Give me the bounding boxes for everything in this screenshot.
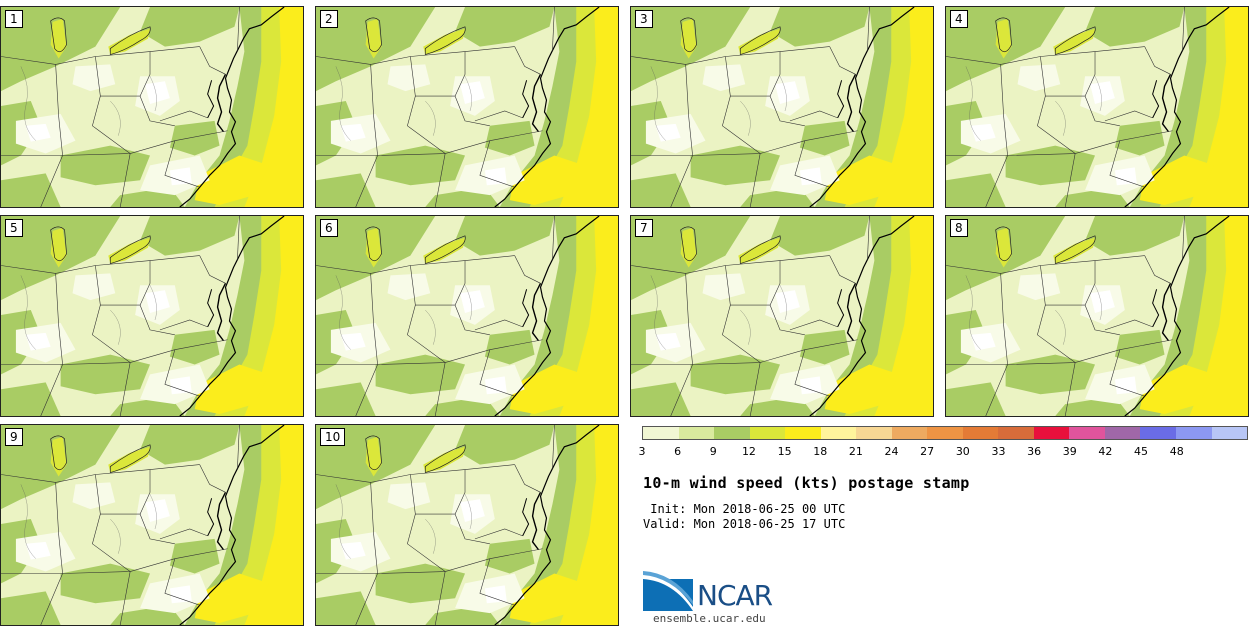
colorbar-tick: 30 (955, 445, 970, 458)
colorbar-tick-labels: 3 6 9 12 15 18 21 24 27 30 33 36 39 42 45 48 (638, 445, 1248, 461)
colorbar-swatch (820, 427, 857, 439)
colorbar-swatch (785, 427, 821, 439)
colorbar-tick: 21 (848, 445, 863, 458)
ensemble-member-panel-3: 3 (630, 6, 934, 208)
colorbar-tick: 45 (1134, 445, 1149, 458)
wind-speed-map-4 (946, 7, 1248, 207)
wind-speed-map-1 (1, 7, 303, 207)
member-label: 8 (950, 219, 968, 237)
colorbar-tick: 3 (638, 445, 646, 458)
member-label: 2 (320, 10, 338, 28)
colorbar-swatch (1069, 427, 1105, 439)
colorbar-tick: 24 (884, 445, 899, 458)
init-time: Init: Mon 2018-06-25 00 UTC (643, 502, 846, 516)
ncar-swoosh-icon (643, 571, 693, 611)
ncar-wordmark: NCAR (697, 579, 773, 612)
ncar-logo: NCAR (643, 571, 793, 615)
member-label: 4 (950, 10, 968, 28)
colorbar-swatch (1211, 427, 1248, 439)
member-label: 5 (5, 219, 23, 237)
colorbar-tick: 39 (1062, 445, 1077, 458)
member-label: 1 (5, 10, 23, 28)
member-label: 7 (635, 219, 653, 237)
ensemble-member-panel-4: 4 (945, 6, 1249, 208)
ensemble-member-panel-5: 5 (0, 215, 304, 417)
wind-speed-map-2 (316, 7, 618, 207)
ensemble-member-panel-10: 10 (315, 424, 619, 626)
colorbar-tick: 15 (777, 445, 792, 458)
colorbar-swatch (1175, 427, 1212, 439)
ensemble-member-panel-2: 2 (315, 6, 619, 208)
ensemble-member-panel-9: 9 (0, 424, 304, 626)
colorbar-swatch (1033, 427, 1070, 439)
colorbar-swatch (678, 427, 715, 439)
colorbar-swatch (643, 427, 679, 439)
wind-speed-map-3 (631, 7, 933, 207)
colorbar-tick: 9 (709, 445, 717, 458)
colorbar-tick: 48 (1169, 445, 1184, 458)
colorbar-tick: 18 (813, 445, 828, 458)
colorbar-swatch (962, 427, 999, 439)
wind-speed-map-8 (946, 216, 1248, 416)
colorbar-swatch (927, 427, 963, 439)
colorbar-tick: 27 (920, 445, 935, 458)
colorbar-swatch (856, 427, 892, 439)
ensemble-member-panel-6: 6 (315, 215, 619, 417)
forecast-times: Init: Mon 2018-06-25 00 UTC Valid: Mon 2… (643, 502, 845, 532)
colorbar-swatch (1140, 427, 1176, 439)
colorbar-swatch (749, 427, 786, 439)
member-label: 10 (320, 428, 346, 446)
colorbar-swatch (1104, 427, 1141, 439)
colorbar-swatch (998, 427, 1034, 439)
ensemble-member-panel-7: 7 (630, 215, 934, 417)
ensemble-member-panel-8: 8 (945, 215, 1249, 417)
ensemble-member-panel-1: 1 (0, 6, 304, 208)
colorbar-swatch (891, 427, 928, 439)
wind-speed-colorbar (642, 426, 1248, 440)
wind-speed-map-9 (1, 425, 303, 625)
colorbar-tick: 36 (1027, 445, 1042, 458)
member-label: 9 (5, 428, 23, 446)
valid-time: Valid: Mon 2018-06-25 17 UTC (643, 517, 846, 531)
colorbar-tick: 6 (674, 445, 682, 458)
wind-speed-map-6 (316, 216, 618, 416)
member-label: 6 (320, 219, 338, 237)
wind-speed-map-10 (316, 425, 618, 625)
colorbar-swatch (714, 427, 750, 439)
member-label: 3 (635, 10, 653, 28)
colorbar-tick: 12 (741, 445, 756, 458)
colorbar-tick: 42 (1098, 445, 1113, 458)
wind-speed-map-7 (631, 216, 933, 416)
colorbar-tick: 33 (991, 445, 1006, 458)
site-url: ensemble.ucar.edu (653, 612, 766, 625)
plot-title: 10-m wind speed (kts) postage stamp (643, 474, 970, 492)
wind-speed-map-5 (1, 216, 303, 416)
